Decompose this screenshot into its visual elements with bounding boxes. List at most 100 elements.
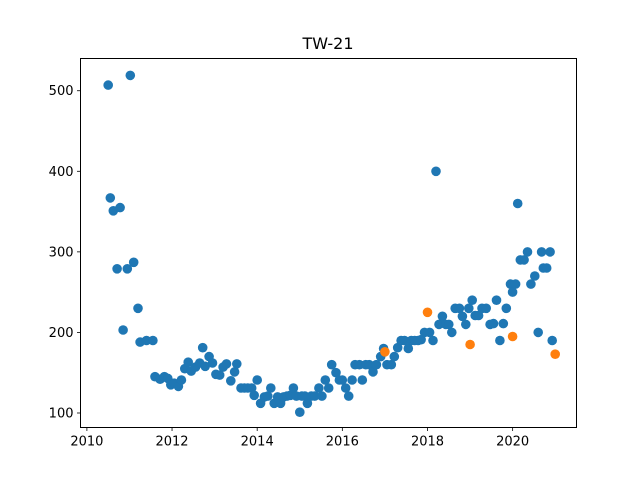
series-1-point-124 — [522, 247, 533, 257]
series-1-point-36 — [229, 367, 240, 377]
series-1-point-9 — [128, 257, 139, 268]
plot-area-frame — [80, 58, 577, 428]
y-tick-label-4: 400 — [49, 165, 74, 180]
series-1-point-114 — [491, 295, 502, 306]
series-1-point-87 — [399, 335, 410, 346]
series-1-point-21 — [176, 375, 187, 385]
series-1-point-1 — [103, 80, 113, 90]
series-1-point-27 — [197, 342, 208, 353]
x-tick-label-2: 2012 — [155, 435, 188, 450]
series-1-point-65 — [323, 383, 334, 393]
x-tick-label-6: 2020 — [496, 435, 529, 450]
series-1-point-98 — [437, 311, 448, 322]
series-1-point-121 — [512, 198, 523, 209]
series-1-point-4 — [112, 264, 122, 274]
series-1-point-95 — [428, 335, 438, 346]
series-1-point-35 — [226, 376, 236, 386]
series-1-point-128 — [536, 247, 547, 257]
series-1-point-63 — [317, 391, 327, 401]
series-1-point-7 — [122, 264, 133, 274]
series-1-point-34 — [221, 359, 232, 369]
series-1-point-46 — [263, 391, 273, 401]
y-tick-label-2: 200 — [49, 326, 74, 341]
series-1-point-67 — [331, 367, 341, 378]
series-1-point-100 — [444, 319, 454, 330]
series-1-point-105 — [461, 319, 471, 330]
series-1-point-42 — [249, 390, 259, 401]
series-1-point-2 — [105, 193, 116, 203]
series-1-point-59 — [302, 398, 313, 409]
series-2-point-4 — [507, 331, 518, 342]
series-1-point-113 — [488, 318, 499, 329]
series-1-point-61 — [309, 391, 320, 401]
series-1-point-13 — [148, 335, 158, 346]
series-1-point-43 — [252, 375, 262, 385]
series-1-point-8 — [125, 70, 136, 81]
series-1-point-104 — [457, 311, 468, 322]
series-1-point-56 — [295, 407, 305, 418]
series-1-point-130 — [541, 263, 552, 273]
x-tick-label-5: 2018 — [411, 435, 444, 450]
series-1-point-120 — [510, 279, 521, 289]
series-1-point-123 — [519, 255, 529, 265]
series-1-point-92 — [416, 334, 426, 345]
series-1-point-117 — [501, 303, 512, 314]
series-1-point-47 — [266, 383, 276, 393]
series-1-point-69 — [337, 375, 348, 385]
series-1-point-37 — [232, 359, 242, 369]
x-tick-label-1: 2010 — [70, 435, 103, 450]
series-1-point-5 — [115, 202, 125, 213]
series-1-point-23 — [183, 357, 193, 368]
series-1-point-79 — [371, 359, 382, 370]
series-1-point-119 — [507, 287, 518, 297]
series-1-point-78 — [368, 367, 378, 377]
series-1-point-10 — [133, 303, 143, 314]
series-1-point-77 — [364, 359, 375, 370]
series-1-point-84 — [389, 351, 400, 362]
series-1-point-66 — [326, 359, 337, 370]
series-1-point-107 — [467, 295, 478, 306]
series-1-point-72 — [347, 375, 357, 385]
series-1-point-85 — [392, 342, 403, 353]
series-1-point-103 — [454, 303, 465, 314]
series-1-point-75 — [357, 375, 368, 385]
series-1-point-41 — [246, 383, 257, 393]
series-1-point-64 — [320, 375, 331, 385]
series-2-point-2 — [422, 307, 433, 318]
series-1-point-116 — [498, 318, 509, 329]
series-2-point-1 — [380, 347, 390, 357]
series-1-point-94 — [424, 327, 435, 338]
series-1-point-83 — [386, 359, 397, 370]
series-2-point-5 — [550, 349, 560, 360]
series-1-point-115 — [495, 335, 505, 346]
series-1-point-125 — [526, 279, 536, 289]
series-2-point-3 — [465, 339, 475, 350]
axis-ticks: 2010 2012 2014 2016 2018 2020 100 200 300 400 500 — [49, 84, 530, 449]
series-1-point-109 — [473, 310, 484, 321]
series-1-point-28 — [200, 361, 210, 372]
y-tick-label-1: 100 — [49, 406, 74, 421]
y-tick-label-5: 500 — [49, 84, 74, 99]
series-1-point-126 — [530, 271, 540, 281]
series-1-point-70 — [340, 383, 351, 393]
series-1-point-127 — [533, 327, 543, 338]
series-1-point-111 — [481, 303, 492, 314]
y-tick-label-3: 300 — [49, 245, 74, 260]
series-1-point-132 — [547, 335, 557, 346]
series-1-point-32 — [214, 370, 225, 380]
series-1-point-6 — [118, 325, 128, 335]
series-1-point-97 — [434, 319, 444, 330]
series-1-point-71 — [343, 391, 354, 401]
series-1-point-96 — [431, 166, 441, 177]
series-1-point-62 — [314, 383, 324, 393]
series-1-point-88 — [403, 343, 414, 354]
series-1-point-131 — [545, 247, 555, 257]
chart-title: TW-21 — [301, 34, 353, 53]
data-points — [103, 70, 560, 418]
series-1-point-54 — [288, 383, 299, 393]
series-1-point-30 — [207, 358, 218, 368]
series-1-point-106 — [464, 303, 474, 314]
x-tick-label-4: 2016 — [326, 435, 359, 450]
x-tick-label-3: 2014 — [241, 435, 274, 450]
